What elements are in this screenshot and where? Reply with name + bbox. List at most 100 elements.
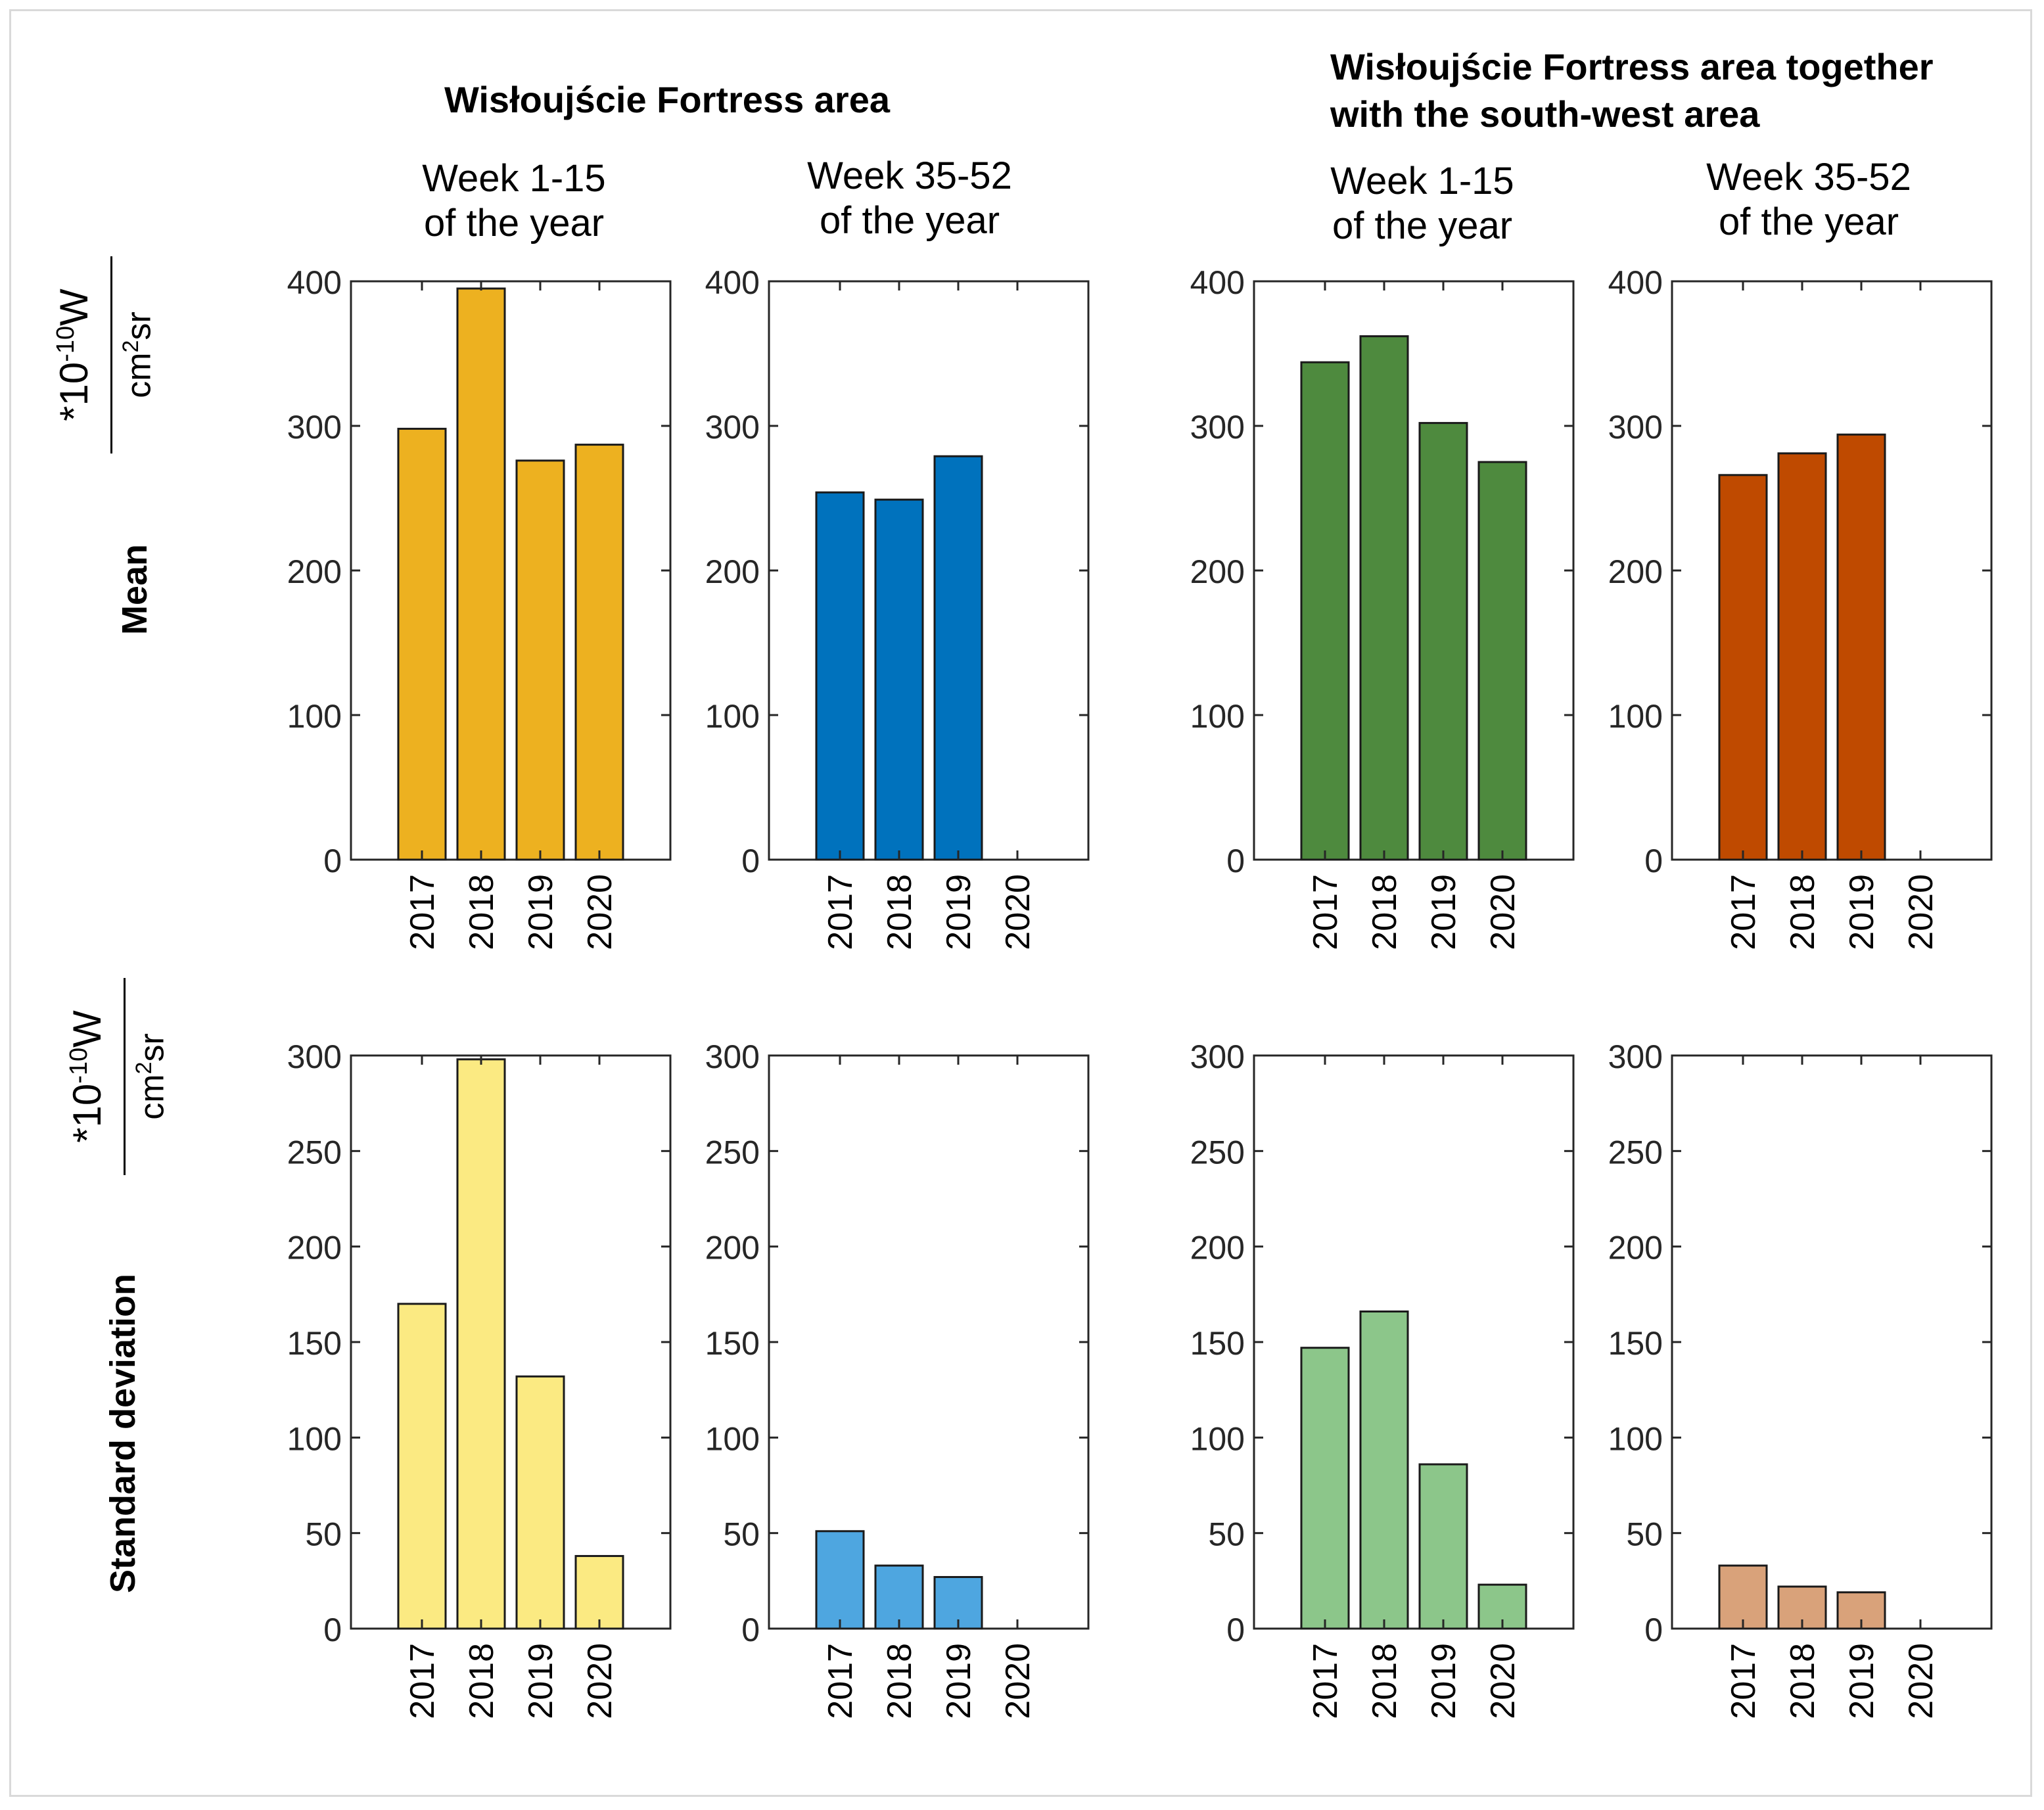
x-tick-label-2017: 2017 [822,874,860,950]
x-tick-label-2019: 2019 [522,874,560,950]
x-tick-label-2020: 2020 [581,1643,619,1719]
x-tick-label-2018: 2018 [881,874,919,950]
x-tick-label-2019: 2019 [1425,1643,1463,1719]
y-tick-label: 0 [1644,843,1663,879]
y-tick-label: 100 [1608,1420,1663,1457]
y-tick-label: 0 [1226,843,1245,879]
bar-2017 [1300,361,1350,861]
y-tick-label: 250 [1190,1134,1245,1171]
bar-2017 [1300,1347,1350,1630]
x-tick-label-2018: 2018 [463,1643,501,1719]
x-tick-label-2018: 2018 [1366,874,1404,950]
x-tick-label-2020: 2020 [1484,874,1522,950]
x-tick-label-2018: 2018 [881,1643,919,1719]
x-tick-label-2019: 2019 [1843,1643,1881,1719]
y-tick-label: 150 [1190,1325,1245,1362]
x-tick-label-2019: 2019 [940,1643,978,1719]
y-tick-label: 100 [1608,698,1663,735]
y-tick-label: 300 [1608,409,1663,446]
y-tick-label: 200 [705,1230,760,1266]
axes-box [1671,1054,1993,1630]
chart-panel-4: 0 100 200 300 400 2017 2018 2019 2020 [1608,264,1993,950]
bar-2017 [397,427,447,861]
bar-2019 [1418,422,1468,861]
x-tick-label-2020: 2020 [1902,1643,1940,1719]
bar-2017 [1718,474,1768,861]
bar-2018 [1359,1310,1409,1630]
column-title-3-line1: Week 1-15 [1330,160,1514,202]
y-tick-label: 300 [705,1038,760,1075]
y-tick-label: 50 [723,1516,760,1553]
group-title-right: Wisłoujście Fortress area together with … [1330,43,1934,138]
x-tick-label-2017: 2017 [404,874,442,950]
bar-2017 [815,1530,865,1630]
bar-2017 [1718,1564,1768,1630]
x-tick-label-2017: 2017 [1307,1643,1345,1719]
bar-2017 [815,491,865,861]
y-tick-label: 200 [287,1230,342,1266]
figure-frame [9,9,2032,1797]
x-tick-label-2018: 2018 [463,874,501,950]
bar-2018 [456,287,506,861]
x-tick-label-2017: 2017 [1725,1643,1763,1719]
y-tick-label: 250 [705,1134,760,1171]
y-tick-label: 300 [287,409,342,446]
column-title-2-line2: of the year [819,199,1000,242]
y-tick-label: 50 [305,1516,342,1553]
chart-panel-8: 0 50 100 150 200 250 300 2017 2018 2019 2020 [1608,1038,1993,1719]
group-title-right-line2: with the south-west area [1330,93,1760,135]
x-tick-label-2020: 2020 [999,874,1037,950]
chart-panel-7: 0 50 100 150 200 250 300 2017 2018 2019 2020 [1190,1038,1575,1719]
x-tick-label-2020: 2020 [581,874,619,950]
y-tick-label: 100 [287,1420,342,1457]
x-tick-label-2020: 2020 [999,1643,1037,1719]
x-tick-label-2019: 2019 [1425,874,1463,950]
column-title-1: Week 1-15 of the year [343,156,685,246]
y-tick-label: 300 [1608,1038,1663,1075]
column-title-2: Week 35-52 of the year [739,154,1080,243]
x-tick-label-2020: 2020 [1902,874,1940,950]
chart-panel-6: 0 50 100 150 200 250 300 2017 2018 2019 2020 [705,1038,1090,1719]
y-tick-label: 0 [323,1612,342,1648]
y-tick-label: 200 [287,553,342,590]
column-title-1-line1: Week 1-15 [422,157,606,200]
y-tick-label: 200 [1190,1230,1245,1266]
y-tick-label: 100 [705,698,760,735]
column-title-2-line1: Week 35-52 [807,154,1012,197]
column-title-4-line2: of the year [1718,200,1899,243]
y-tick-label: 300 [287,1038,342,1075]
y-tick-label: 150 [1608,1325,1663,1362]
y-tick-label: 100 [287,698,342,735]
y-tick-label: 400 [287,264,342,301]
column-title-4-line1: Week 35-52 [1706,156,1911,198]
y-tick-label: 300 [705,409,760,446]
y-tick-label: 400 [1608,264,1663,301]
y-tick-label: 300 [1190,409,1245,446]
column-title-3-line2: of the year [1332,204,1513,247]
y-tick-label: 100 [1190,698,1245,735]
bar-2018 [456,1058,506,1630]
x-tick-label-2017: 2017 [1725,874,1763,950]
x-tick-label-2020: 2020 [1484,1643,1522,1719]
y-tick-label: 0 [1644,1612,1663,1648]
x-tick-label-2019: 2019 [940,874,978,950]
y-tick-label: 150 [705,1325,760,1362]
y-tick-label: 100 [1190,1420,1245,1457]
bar-2020 [574,444,624,861]
x-tick-label-2018: 2018 [1366,1643,1404,1719]
x-tick-label-2019: 2019 [1843,874,1881,950]
chart-panel-1: 0 100 200 300 400 2017 2018 2019 2020 [287,264,672,950]
y-tick-label: 0 [741,1612,760,1648]
group-title-right-line1: Wisłoujście Fortress area together [1330,46,1934,87]
y-tick-label: 200 [1608,553,1663,590]
y-tick-label: 100 [705,1420,760,1457]
chart-panel-5: 0 50 100 150 200 250 300 2017 2018 2019 2020 [287,1038,672,1719]
bar-2019 [1418,1463,1468,1630]
y-tick-label: 300 [1190,1038,1245,1075]
group-title-left: Wisłoujście Fortress area [444,79,891,120]
bar-2018 [1359,335,1409,861]
y-tick-label: 50 [1208,1516,1245,1553]
y-tick-label: 0 [323,843,342,879]
y-tick-label: 400 [1190,264,1245,301]
bar-2019 [515,1375,565,1630]
